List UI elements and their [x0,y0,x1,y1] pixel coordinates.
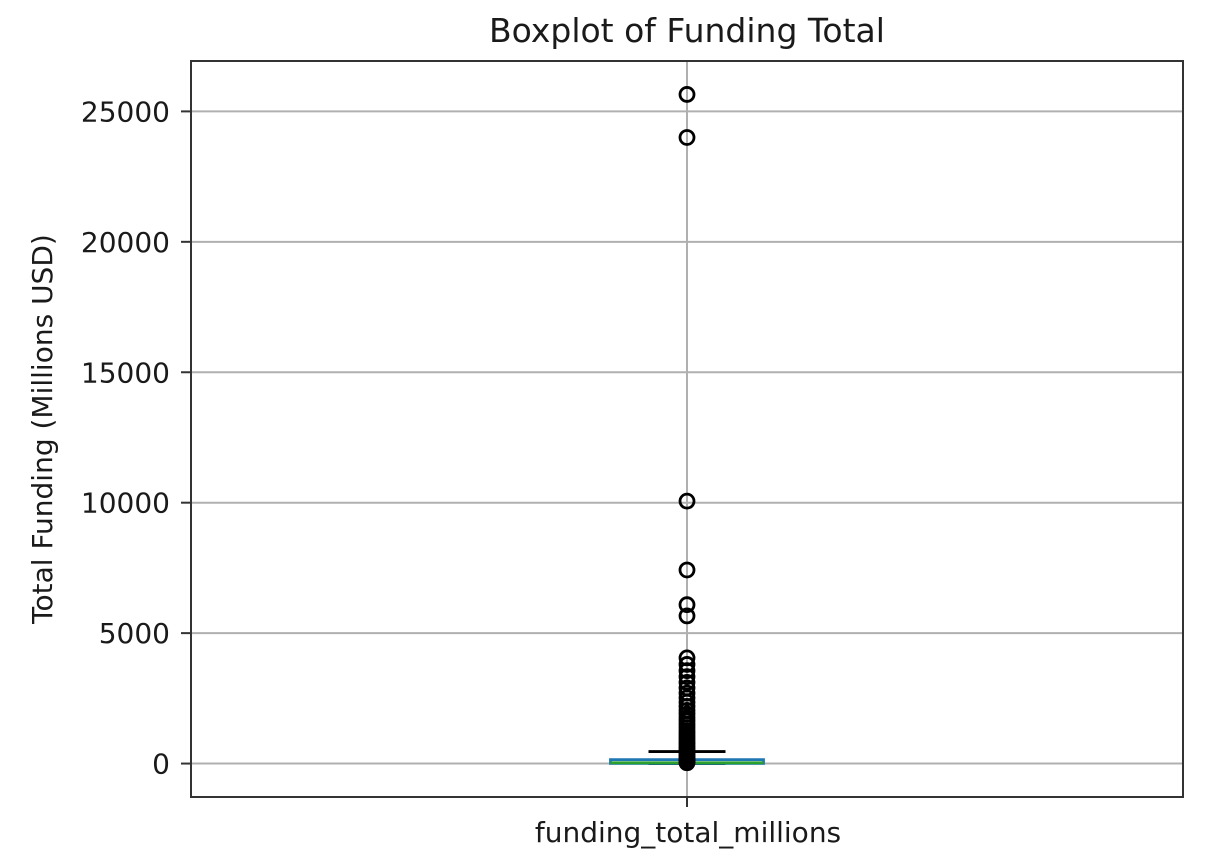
x-tick-label: funding_total_millions [535,816,841,849]
outlier-point [678,656,696,673]
outlier-point [678,662,696,680]
outlier-point [678,668,696,686]
y-tick-label: 25000 [81,95,170,128]
outlier-point [678,596,696,614]
outlier-point [678,492,696,510]
y-axis-label: Total Funding (Millions USD) [26,234,59,625]
outlier-point [678,129,696,146]
y-tick-label: 10000 [81,487,170,520]
plot-area: 0 5000 10000 15000 20000 25000 [81,60,1184,807]
outlier-point [678,754,696,772]
y-tick-label: 5000 [99,617,170,650]
axes-spines [190,60,1184,798]
y-tick-label: 0 [152,748,170,781]
chart-title: Boxplot of Funding Total [489,11,885,50]
y-tick-label: 15000 [81,356,170,389]
outlier-point [678,607,696,625]
outlier-point [678,86,696,103]
y-tick-label: 20000 [81,226,170,259]
outlier-point [678,561,696,579]
